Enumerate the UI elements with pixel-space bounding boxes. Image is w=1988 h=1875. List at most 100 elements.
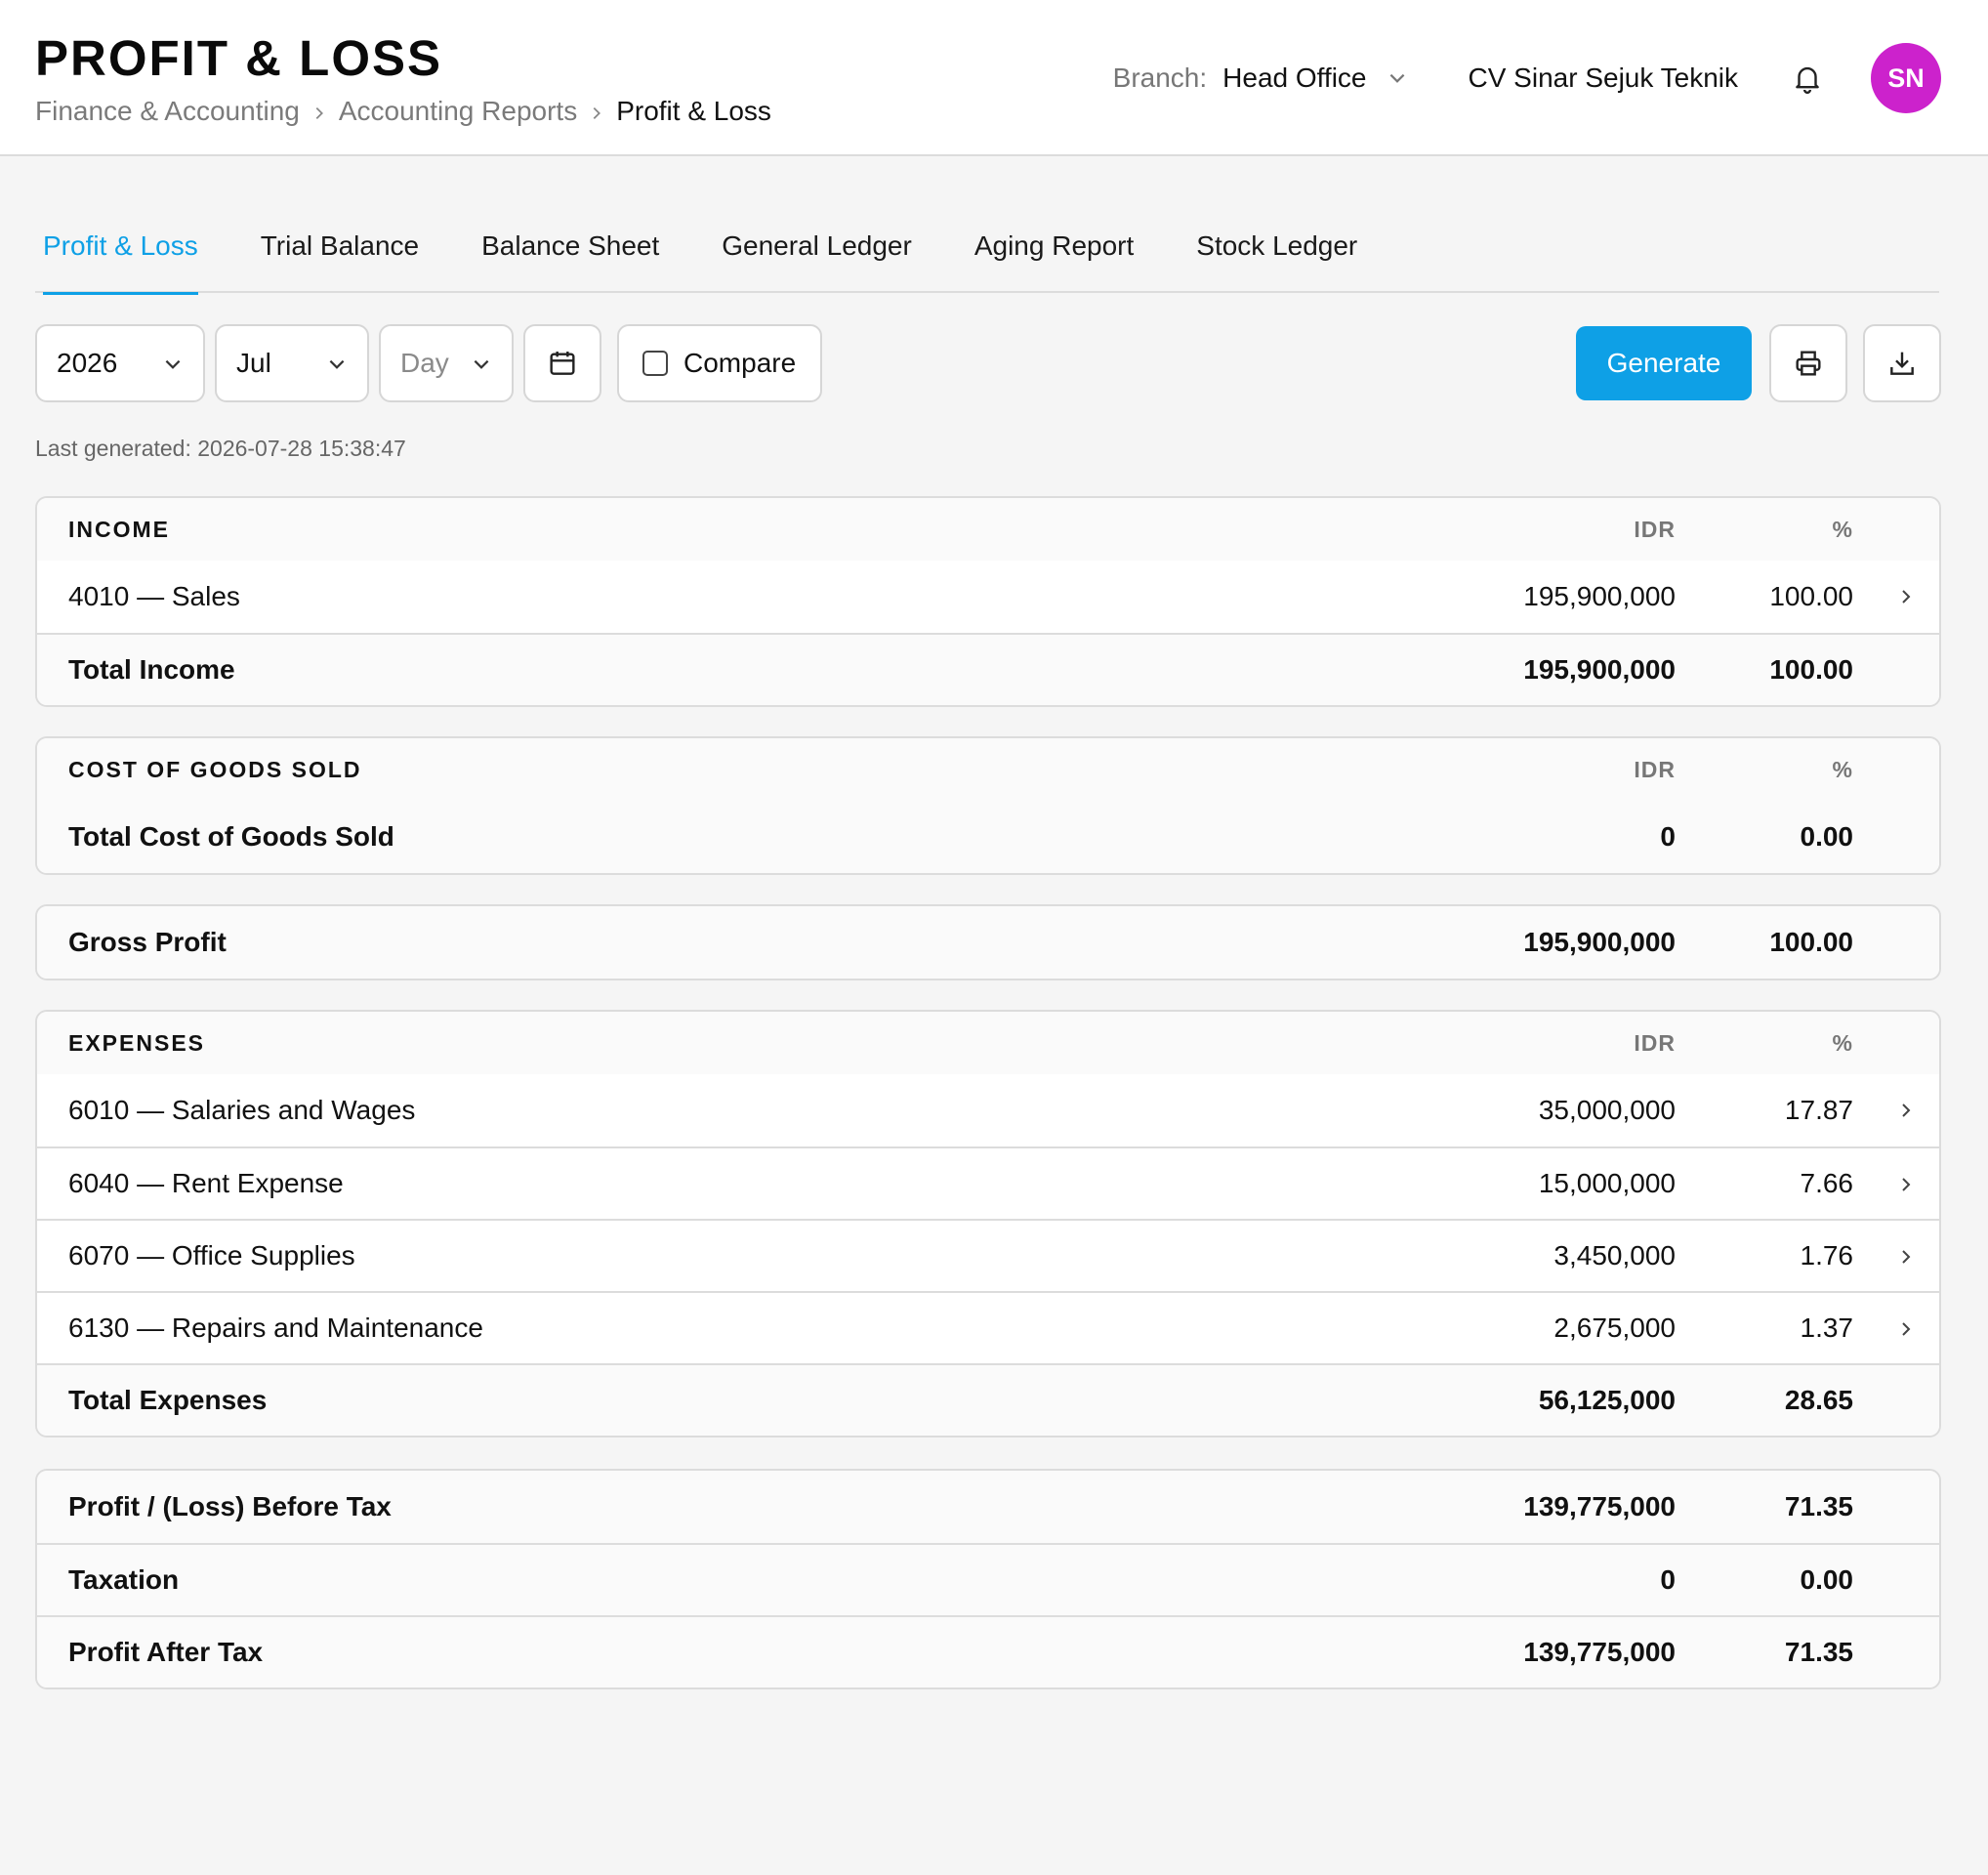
report-toolbar: 2026 Jul Day Compare Generate: [35, 324, 1941, 402]
section-heading: INCOME: [68, 516, 170, 542]
summary-label: Taxation: [68, 1564, 180, 1595]
profit-before-tax-row: Profit / (Loss) Before Tax 139,775,000 7…: [37, 1471, 1939, 1543]
gross-profit-label: Gross Profit: [68, 927, 227, 957]
report-tabs: Profit & Loss Trial Balance Balance Shee…: [35, 221, 1939, 295]
bell-icon[interactable]: [1791, 62, 1824, 95]
section-heading: COST OF GOODS SOLD: [68, 756, 362, 782]
download-button[interactable]: [1863, 324, 1941, 402]
total-row: Total Expenses 56,125,000 28.65: [37, 1363, 1939, 1436]
chevron-down-icon: [165, 359, 181, 369]
account-amount: 2,675,000: [1553, 1312, 1676, 1343]
tab-profit-loss[interactable]: Profit & Loss: [35, 221, 206, 295]
total-amount: 0: [1660, 821, 1676, 852]
calendar-icon: [550, 352, 575, 375]
month-value: Jul: [236, 348, 271, 378]
column-header-idr: IDR: [1634, 516, 1676, 542]
tab-balance-sheet[interactable]: Balance Sheet: [481, 230, 660, 261]
account-row[interactable]: 6130 — Repairs and Maintenance 2,675,000…: [37, 1291, 1939, 1363]
total-percent: 0.00: [1800, 821, 1854, 852]
tab-general-ledger[interactable]: General Ledger: [722, 230, 912, 261]
generate-button[interactable]: Generate: [1576, 326, 1752, 400]
tab-stock-ledger[interactable]: Stock Ledger: [1196, 230, 1358, 261]
account-percent: 100.00: [1769, 581, 1853, 611]
account-percent: 7.66: [1800, 1168, 1854, 1198]
column-header-percent: %: [1832, 1029, 1853, 1056]
account-label: 6040 — Rent Expense: [68, 1168, 344, 1198]
account-row[interactable]: 6040 — Rent Expense 15,000,000 7.66: [37, 1146, 1939, 1219]
calendar-button[interactable]: [523, 324, 601, 402]
last-generated-text: Last generated: 2026-07-28 15:38:47: [35, 436, 406, 461]
avatar[interactable]: SN: [1871, 43, 1941, 113]
tab-aging-report[interactable]: Aging Report: [973, 230, 1135, 261]
section-header: COST OF GOODS SOLD IDR %: [37, 738, 1939, 801]
day-select[interactable]: Day: [379, 324, 514, 402]
gross-profit-row: Gross Profit 195,900,000 100.00: [37, 906, 1939, 979]
compare-label: Compare: [683, 348, 797, 378]
page-header: PROFIT & LOSS Finance & Accounting Accou…: [0, 0, 1988, 156]
column-header-idr: IDR: [1634, 756, 1676, 782]
gross-profit-percent: 100.00: [1769, 927, 1853, 957]
total-percent: 100.00: [1769, 654, 1853, 685]
account-label: 6070 — Office Supplies: [68, 1240, 355, 1271]
month-select[interactable]: Jul: [215, 324, 369, 402]
total-amount: 195,900,000: [1523, 654, 1676, 685]
total-amount: 56,125,000: [1538, 1385, 1676, 1415]
page-title: PROFIT & LOSS: [35, 30, 443, 86]
total-row: Total Cost of Goods Sold 0 0.00: [37, 801, 1939, 873]
total-percent: 28.65: [1784, 1385, 1853, 1415]
account-label: 4010 — Sales: [68, 581, 240, 611]
breadcrumb-finance-accounting[interactable]: Finance & Accounting: [35, 96, 300, 126]
company-name[interactable]: CV Sinar Sejuk Teknik: [1468, 62, 1739, 93]
gross-profit-section: Gross Profit 195,900,000 100.00: [35, 904, 1941, 980]
profit-summary-section: Profit / (Loss) Before Tax 139,775,000 7…: [35, 1469, 1941, 1689]
summary-percent: 71.35: [1784, 1637, 1853, 1667]
summary-amount: 0: [1660, 1564, 1676, 1595]
summary-amount: 139,775,000: [1523, 1637, 1676, 1667]
total-label: Total Income: [68, 654, 235, 685]
chevron-down-icon: [329, 359, 345, 369]
chevron-right-icon[interactable]: [1896, 1247, 1916, 1267]
summary-label: Profit After Tax: [68, 1637, 264, 1667]
branch-value: Head Office: [1222, 62, 1367, 93]
section-heading: EXPENSES: [68, 1029, 205, 1056]
total-label: Total Expenses: [68, 1385, 268, 1415]
chevron-down-icon: [474, 359, 489, 369]
profit-after-tax-row: Profit After Tax 139,775,000 71.35: [37, 1615, 1939, 1688]
tab-trial-balance[interactable]: Trial Balance: [260, 230, 420, 261]
chevron-right-icon: [577, 96, 616, 127]
print-button[interactable]: [1769, 324, 1847, 402]
total-label: Total Cost of Goods Sold: [68, 821, 394, 852]
expenses-section: EXPENSES IDR % 6010 — Salaries and Wages…: [35, 1010, 1941, 1438]
chevron-right-icon[interactable]: [1896, 1319, 1916, 1339]
account-amount: 195,900,000: [1523, 581, 1676, 611]
chevron-right-icon[interactable]: [1896, 1175, 1916, 1194]
total-row: Total Income 195,900,000 100.00: [37, 633, 1939, 705]
year-select[interactable]: 2026: [35, 324, 205, 402]
chevron-right-icon[interactable]: [1896, 587, 1916, 606]
breadcrumb: Finance & Accounting Accounting Reports …: [35, 96, 771, 127]
column-header-idr: IDR: [1634, 1029, 1676, 1056]
printer-icon: [1796, 351, 1821, 376]
compare-checkbox[interactable]: [642, 351, 668, 376]
account-row[interactable]: 6010 — Salaries and Wages 35,000,000 17.…: [37, 1074, 1939, 1146]
download-icon: [1890, 352, 1914, 375]
account-row[interactable]: 6070 — Office Supplies 3,450,000 1.76: [37, 1219, 1939, 1291]
chevron-right-icon[interactable]: [1896, 1101, 1916, 1120]
column-header-percent: %: [1832, 516, 1853, 542]
account-row[interactable]: 4010 — Sales 195,900,000 100.00: [37, 561, 1939, 633]
account-percent: 1.76: [1800, 1240, 1854, 1271]
column-header-percent: %: [1832, 756, 1853, 782]
compare-toggle[interactable]: Compare: [617, 324, 822, 402]
account-amount: 3,450,000: [1553, 1240, 1676, 1271]
breadcrumb-current: Profit & Loss: [616, 96, 771, 126]
branch-selector[interactable]: Branch: Head Office: [1113, 62, 1408, 94]
account-percent: 1.37: [1800, 1312, 1854, 1343]
gross-profit-amount: 195,900,000: [1523, 927, 1676, 957]
branch-label: Branch:: [1112, 62, 1208, 93]
account-amount: 15,000,000: [1538, 1168, 1676, 1198]
breadcrumb-accounting-reports[interactable]: Accounting Reports: [338, 96, 578, 126]
header-right: Branch: Head Office CV Sinar Sejuk Tekni…: [1113, 39, 1941, 117]
income-section: INCOME IDR % 4010 — Sales 195,900,000 10…: [35, 496, 1941, 707]
account-label: 6130 — Repairs and Maintenance: [68, 1312, 483, 1343]
section-header: INCOME IDR %: [37, 498, 1939, 561]
